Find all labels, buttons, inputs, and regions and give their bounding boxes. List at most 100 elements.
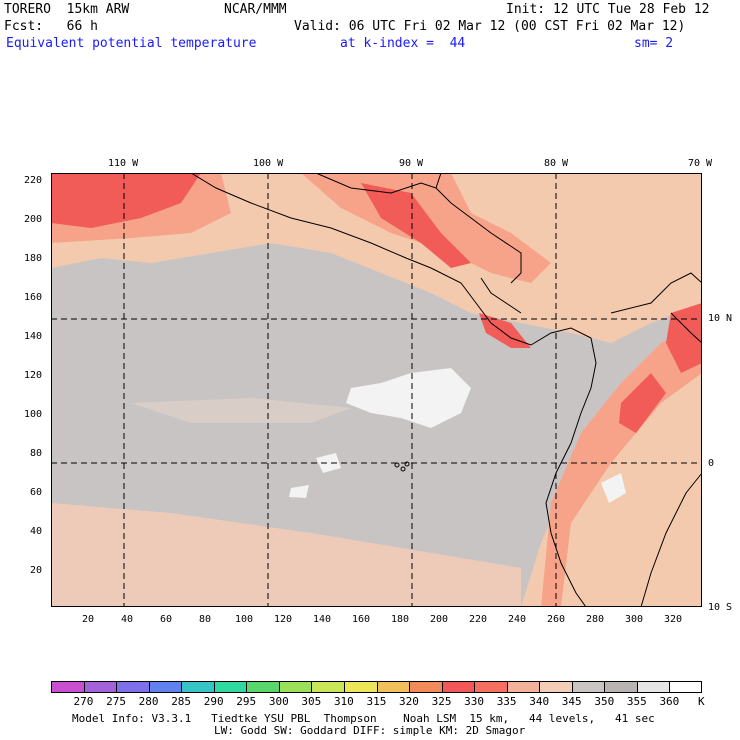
lon-label: 90 W: [399, 158, 424, 169]
graticule: [51, 173, 702, 607]
x-tick: 260: [547, 614, 566, 625]
x-tick: 240: [508, 614, 527, 625]
colorbar-label: 310: [333, 695, 354, 708]
colorbar-label: 360: [659, 695, 680, 708]
x-tick: 280: [586, 614, 605, 625]
lat-label: 10 N: [708, 313, 733, 324]
colorbar-swatch: [441, 681, 475, 693]
x-tick: 60: [160, 614, 173, 625]
x-tick: 320: [664, 614, 683, 625]
colorbar-frame: [51, 681, 702, 693]
red-region: [666, 303, 702, 373]
white-patch: [601, 473, 626, 503]
red-region: [361, 183, 471, 268]
colorbar-label: 355: [626, 695, 647, 708]
x-tick: 200: [430, 614, 449, 625]
colorbar-label: 295: [236, 695, 257, 708]
colorbar-label: 350: [594, 695, 615, 708]
red-region: [619, 373, 666, 433]
level-info: at k-index = 44: [340, 36, 466, 51]
x-tick: 220: [469, 614, 488, 625]
x-tick: 40: [121, 614, 134, 625]
valid-time: Valid: 06 UTC Fri 02 Mar 12 (00 CST Fri …: [294, 19, 686, 34]
x-tick: 120: [274, 614, 293, 625]
theta-e-map: [51, 173, 702, 607]
lon-label: 100 W: [253, 158, 284, 169]
colorbar-label: 280: [138, 695, 159, 708]
colorbar-label: 325: [431, 695, 452, 708]
colorbar-swatch: [604, 681, 638, 693]
x-tick: 160: [352, 614, 371, 625]
y-tick: 140: [24, 331, 43, 342]
y-tick: 220: [24, 175, 43, 186]
colorbar-label: 285: [171, 695, 192, 708]
y-tick: 100: [24, 409, 43, 420]
colorbar-label: 300: [268, 695, 289, 708]
colorbar-label: 290: [203, 695, 224, 708]
y-tick: 200: [24, 214, 43, 225]
colorbar-label: 315: [366, 695, 387, 708]
colorbar-swatch: [474, 681, 508, 693]
colorbar-swatch: [636, 681, 670, 693]
model-info: Model Info: V3.3.1 Tiedtke YSU PBL Thomp…: [72, 712, 655, 725]
lon-label: 70 W: [688, 158, 713, 169]
colorbar-label: 320: [399, 695, 419, 708]
lat-label: 0: [708, 458, 715, 469]
y-tick: 80: [30, 448, 43, 459]
lon-label: 110 W: [108, 158, 139, 169]
physics-info: LW: Godd SW: Goddard DIFF: simple KM: 2D…: [214, 724, 526, 737]
colorbar-swatch: [148, 681, 182, 693]
x-tick: 140: [313, 614, 332, 625]
colorbar-swatch: [571, 681, 605, 693]
red-region: [51, 173, 201, 228]
y-tick: 120: [24, 370, 43, 381]
y-tick: 160: [24, 292, 43, 303]
red-region: [479, 313, 531, 348]
colorbar-swatch: [278, 681, 312, 693]
smoothing-info: sm= 2: [634, 36, 674, 51]
colorbar-swatch: [116, 681, 150, 693]
x-tick: 20: [82, 614, 95, 625]
y-tick: 60: [30, 487, 43, 498]
colorbar-swatch: [181, 681, 215, 693]
colorbar-label: 305: [301, 695, 322, 708]
init-time: Init: 12 UTC Tue 28 Feb 12: [506, 2, 710, 17]
colorbar-swatch: [669, 681, 703, 693]
white-patch: [346, 368, 471, 428]
white-patch: [289, 485, 309, 498]
colorbar-swatch: [409, 681, 443, 693]
colorbar-label: 330: [464, 695, 485, 708]
x-tick: 100: [235, 614, 254, 625]
colorbar-swatch: [506, 681, 540, 693]
x-tick: 180: [391, 614, 410, 625]
colorbar-swatch: [213, 681, 247, 693]
y-tick: 20: [30, 565, 43, 576]
peach-streak: [131, 398, 351, 423]
colorbar-swatch: [83, 681, 117, 693]
colorbar-swatch: [343, 681, 377, 693]
y-tick: 40: [30, 526, 43, 537]
field-name: Equivalent potential temperature: [6, 36, 257, 51]
colorbar-swatch: [246, 681, 280, 693]
x-tick: 300: [625, 614, 644, 625]
colorbar-label: 335: [496, 695, 517, 708]
model-title: TORERO 15km ARW: [4, 2, 130, 17]
y-tick: 180: [24, 253, 43, 264]
colorbar-swatch: [376, 681, 410, 693]
colorbar-unit: K: [698, 695, 705, 708]
organization: NCAR/MMM: [224, 2, 287, 17]
x-tick: 80: [199, 614, 212, 625]
peach-streak: [51, 503, 521, 607]
white-patch: [316, 453, 341, 473]
colorbar-label: 345: [561, 695, 582, 708]
forecast-hour: Fcst: 66 h: [4, 19, 98, 34]
map-graphic: [51, 173, 702, 607]
coastlines: [190, 173, 702, 607]
colorbar-label: 270: [73, 695, 94, 708]
lon-label: 80 W: [544, 158, 569, 169]
colorbar-swatch: [311, 681, 345, 693]
colorbar-label: 340: [529, 695, 550, 708]
colorbar-label: 275: [106, 695, 126, 708]
colorbar-swatch: [539, 681, 573, 693]
lat-label: 10 S: [708, 602, 733, 613]
